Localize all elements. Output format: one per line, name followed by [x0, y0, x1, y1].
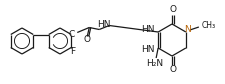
Text: H₂N: H₂N — [146, 59, 163, 68]
Text: N: N — [184, 25, 190, 34]
Text: HN: HN — [140, 46, 153, 55]
Text: CH₃: CH₃ — [201, 22, 215, 30]
Text: F: F — [69, 47, 74, 56]
Text: O: O — [169, 5, 176, 15]
Text: HN: HN — [97, 20, 110, 29]
Text: HN: HN — [140, 26, 153, 35]
Text: O: O — [169, 66, 176, 75]
Text: C: C — [68, 30, 74, 39]
Text: O: O — [83, 35, 90, 44]
